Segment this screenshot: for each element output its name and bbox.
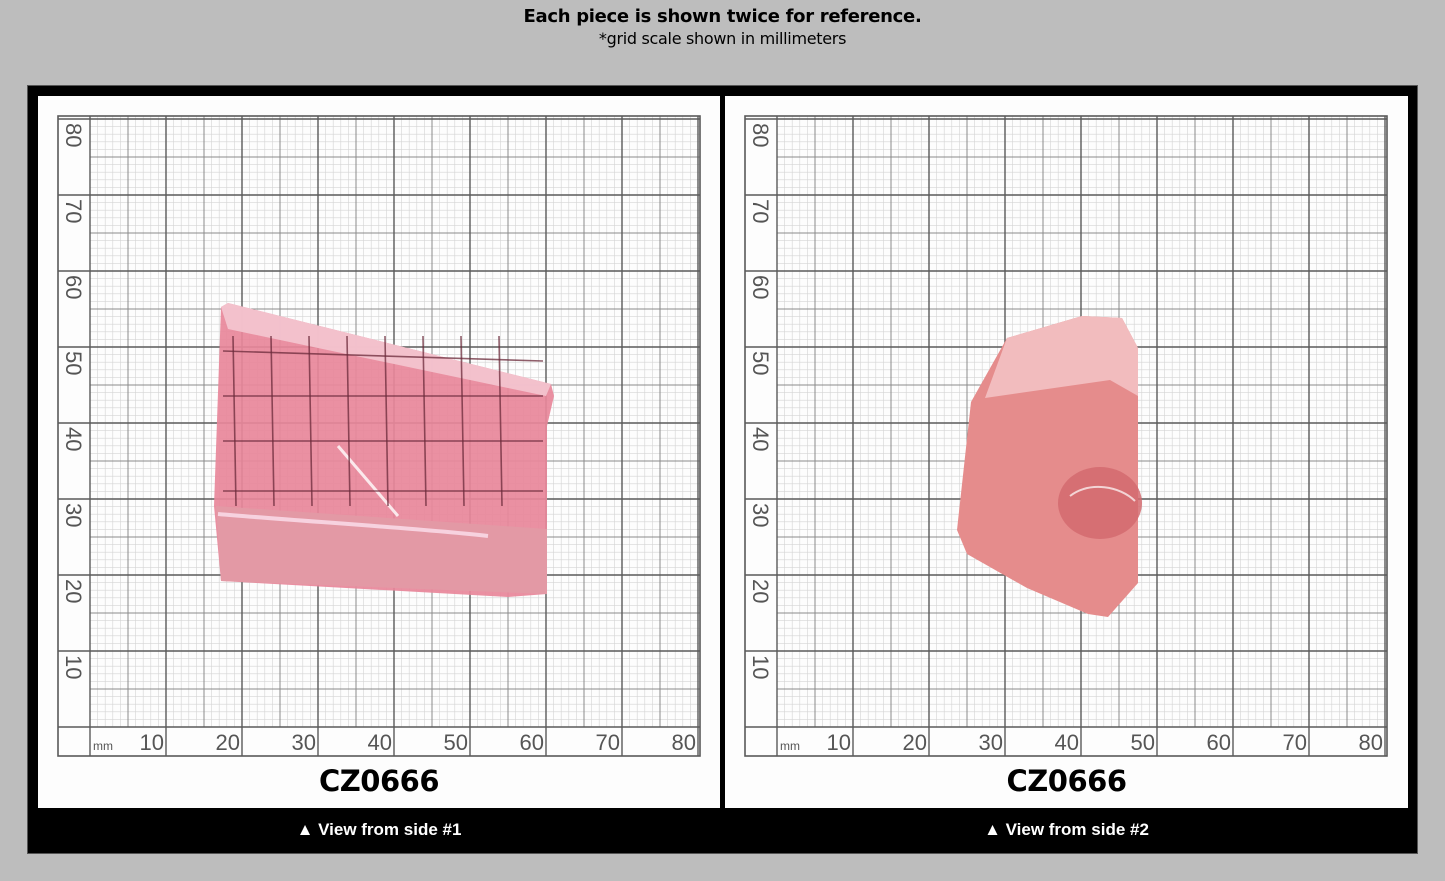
- svg-text:20: 20: [903, 730, 927, 755]
- photo-frame: 10 20 30 40 50 60 70 80 mm 80 70 60 50 40 30 20 10 CZ066…: [28, 86, 1417, 853]
- svg-text:20: 20: [61, 579, 86, 603]
- header-title: Each piece is shown twice for reference.: [523, 6, 922, 27]
- photo-panel-side-1: 10 20 30 40 50 60 70 80 mm 80 70 60 50 40 30 20 10 CZ066…: [38, 96, 720, 808]
- svg-text:40: 40: [748, 427, 773, 451]
- svg-text:40: 40: [61, 427, 86, 451]
- svg-text:10: 10: [61, 655, 86, 679]
- svg-text:mm: mm: [780, 739, 800, 753]
- svg-text:50: 50: [444, 730, 468, 755]
- svg-text:20: 20: [216, 730, 240, 755]
- svg-text:30: 30: [979, 730, 1003, 755]
- svg-text:60: 60: [520, 730, 544, 755]
- svg-text:40: 40: [368, 730, 392, 755]
- svg-text:80: 80: [61, 123, 86, 147]
- page-header: Each piece is shown twice for reference.…: [0, 5, 1445, 49]
- svg-text:50: 50: [61, 351, 86, 375]
- gem-piece: [957, 316, 1142, 617]
- svg-text:50: 50: [748, 351, 773, 375]
- header-subtitle: *grid scale shown in millimeters: [598, 29, 847, 48]
- svg-text:70: 70: [1283, 730, 1307, 755]
- item-code: CZ0666: [1006, 764, 1127, 798]
- item-code: CZ0666: [318, 764, 440, 798]
- svg-text:30: 30: [748, 503, 773, 527]
- caption-side-1: ▲ View from side #1: [296, 820, 462, 839]
- svg-text:40: 40: [1055, 730, 1079, 755]
- svg-text:60: 60: [1207, 730, 1231, 755]
- svg-text:30: 30: [292, 730, 316, 755]
- svg-text:10: 10: [140, 730, 164, 755]
- svg-text:70: 70: [61, 199, 86, 223]
- svg-text:30: 30: [61, 503, 86, 527]
- svg-text:60: 60: [61, 275, 86, 299]
- svg-text:50: 50: [1131, 730, 1155, 755]
- caption-side-2: ▲ View from side #2: [984, 820, 1149, 839]
- mm-grid-side-2: 10 20 30 40 50 60 70 80 mm 80 70 60 50 40 30 20 10: [744, 115, 1388, 757]
- svg-text:80: 80: [1359, 730, 1383, 755]
- svg-text:10: 10: [748, 655, 773, 679]
- svg-text:70: 70: [748, 199, 773, 223]
- photo-panel-side-2: 10 20 30 40 50 60 70 80 mm 80 70 60 50 40 30 20 10 CZ066…: [725, 96, 1408, 808]
- svg-text:80: 80: [672, 730, 696, 755]
- svg-text:mm: mm: [93, 739, 113, 753]
- svg-text:80: 80: [748, 123, 773, 147]
- gem-piece: [214, 303, 554, 597]
- mm-grid-side-1: 10 20 30 40 50 60 70 80 mm 80 70 60 50 40 30 20 10: [57, 115, 701, 757]
- svg-text:60: 60: [748, 275, 773, 299]
- svg-text:20: 20: [748, 579, 773, 603]
- svg-text:10: 10: [827, 730, 851, 755]
- svg-text:70: 70: [596, 730, 620, 755]
